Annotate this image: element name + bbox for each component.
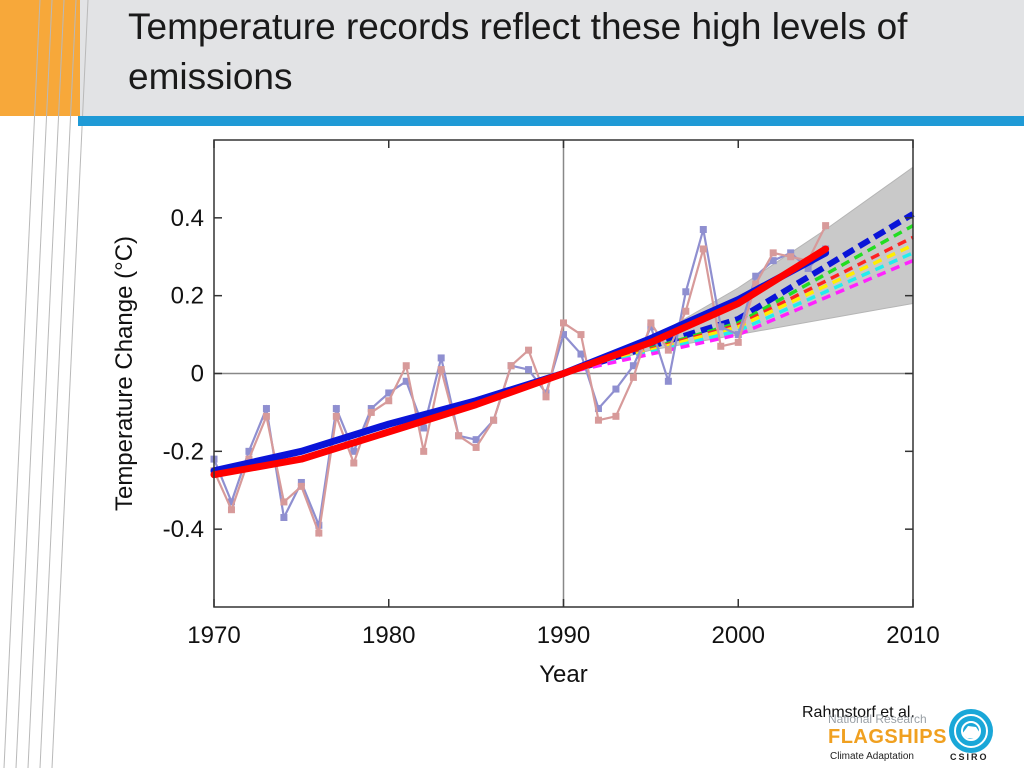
x-tick-label: 1970 [187, 622, 240, 649]
logo-line-1: National Research [828, 712, 927, 726]
observed-series-0-point [227, 498, 235, 506]
observed-series-0-point [682, 288, 690, 296]
observed-series-1-point [227, 506, 235, 514]
observed-series-0-point [402, 377, 410, 385]
observed-series-0-point [560, 331, 567, 339]
observed-series-0-point [472, 436, 480, 444]
orange-accent-block [0, 0, 80, 116]
observed-series-0-point [297, 478, 305, 486]
observed-series-0-point [629, 362, 637, 370]
observed-series-1-point [560, 319, 567, 327]
observed-series-1-point [245, 455, 253, 463]
trend-series-3-line [210, 245, 830, 479]
x-tick-label: 2000 [712, 622, 765, 649]
observed-series-1-point [787, 253, 795, 261]
observed-series-1-point [542, 393, 550, 401]
y-tick-label: -0.4 [163, 516, 204, 543]
csiro-globe-icon [949, 709, 993, 753]
observed-series-1-point [385, 397, 393, 405]
y-axis-label: Temperature Change (°C) [111, 236, 138, 511]
x-tick-label: 1990 [537, 622, 590, 649]
y-tick-label: 0 [191, 361, 204, 388]
observed-series-1-point [577, 331, 585, 339]
logo-line-3: Climate Adaptation [830, 751, 914, 762]
y-tick-label: 0.2 [171, 283, 204, 310]
observed-series-1-point [420, 447, 428, 455]
logo-line-2: FLAGSHIPS [828, 726, 947, 748]
x-axis-label: Year [539, 661, 588, 688]
observed-series-1-point [594, 416, 602, 424]
observed-series-0-point [647, 323, 655, 331]
observed-series-0-point [594, 405, 602, 413]
observed-series-1-point [612, 412, 620, 420]
observed-series-0-point [787, 249, 795, 257]
observed-series-0-point [769, 257, 777, 265]
observed-series-1-point [629, 373, 637, 381]
observed-series-0-point [315, 521, 323, 529]
x-tick-label: 1980 [362, 622, 415, 649]
observed-series-0-point [664, 377, 672, 385]
observed-series-1-point [525, 346, 533, 354]
header-band [0, 0, 1024, 116]
observed-series-0-point [752, 272, 760, 280]
observed-series-1-point [647, 319, 655, 327]
observed-series-1-point [280, 498, 288, 506]
observed-series-1-point [664, 346, 672, 354]
observed-series-1-point [734, 338, 742, 346]
observed-series-0-point [420, 424, 428, 432]
header-rule [78, 116, 1024, 126]
observed-series-1-point [350, 459, 358, 467]
decorative-stripes [3, 0, 89, 768]
observed-series-0-point [699, 226, 707, 234]
flagships-csiro-logo: National Research FLAGSHIPS Climate Adap… [810, 706, 1010, 766]
observed-series-1-point [315, 529, 323, 537]
y-tick-label: 0.4 [171, 205, 204, 232]
observed-series-1-point [297, 482, 305, 490]
y-tick-label: -0.2 [163, 438, 204, 465]
projection-line-5 [563, 258, 914, 376]
observed-series-0-point [367, 405, 375, 413]
observed-series-1-point [262, 412, 270, 420]
observed-series-0-point [262, 405, 270, 413]
observed-series-1-point [402, 362, 410, 370]
observed-series-0-point [332, 405, 340, 413]
x-tick-label: 2010 [886, 622, 939, 649]
observed-series-1-point [437, 366, 445, 374]
observed-series-1-point [822, 222, 830, 230]
observed-series-0-point [280, 513, 288, 521]
observed-series-1-point [455, 432, 463, 440]
observed-series-1-point [717, 342, 725, 350]
observed-series-0-point [437, 354, 445, 362]
observed-series-1-point [367, 408, 375, 416]
observed-series-1-point [507, 362, 515, 370]
citation: Rahmstorf et al. [802, 704, 915, 721]
slide-title: Temperature records reflect these high l… [128, 6, 908, 97]
observed-series-0-point [577, 350, 585, 358]
observed-series-1-point [472, 443, 480, 451]
observed-series-0-point [385, 389, 393, 397]
observed-series-0-point [734, 331, 742, 339]
observed-series-1-point [699, 245, 707, 253]
projection-line-4 [563, 251, 914, 376]
observed-series-0-point [350, 447, 358, 455]
observed-series-0-point [245, 447, 253, 455]
observed-series-1-point [682, 307, 690, 315]
observed-series-0-point [525, 366, 533, 374]
observed-series-0-point [612, 385, 620, 393]
observed-series-0-point [804, 264, 812, 272]
observed-series-1-point [490, 416, 498, 424]
observed-series-1-point [752, 280, 760, 288]
observed-series-1-point [769, 249, 777, 257]
observed-series-1-point [332, 412, 340, 420]
observed-series-0-point [717, 323, 725, 331]
logo-org: CSIRO [950, 752, 989, 762]
